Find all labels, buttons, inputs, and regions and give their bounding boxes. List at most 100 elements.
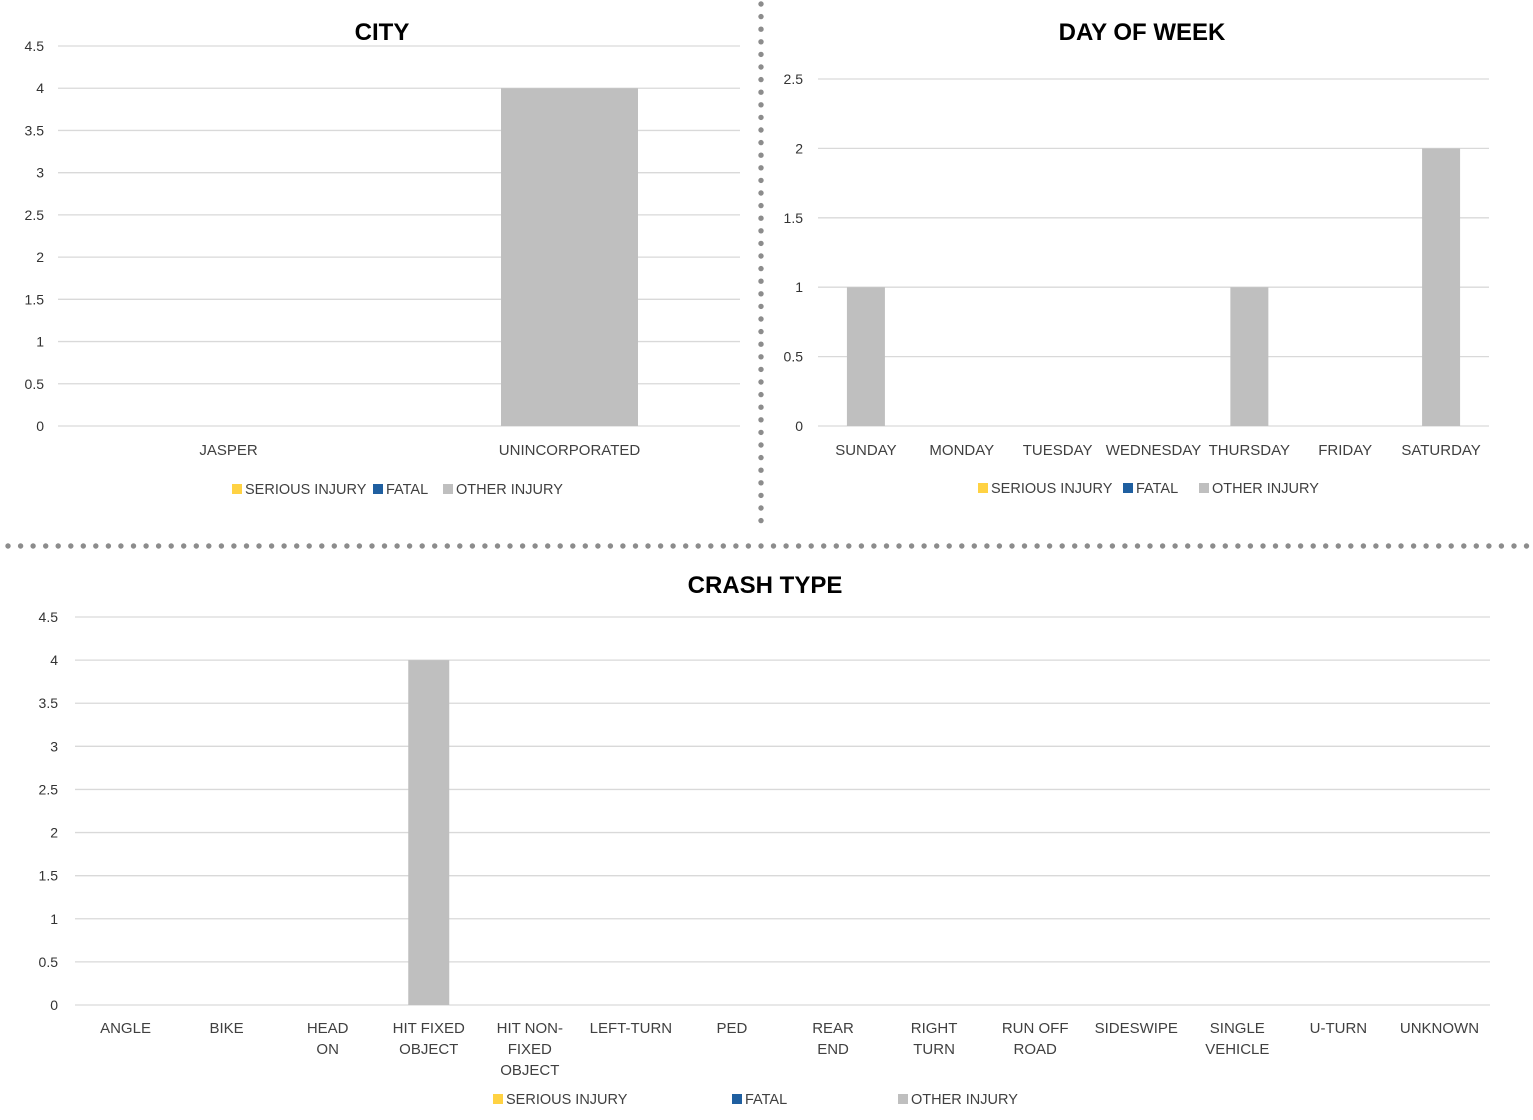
vertical-divider-dot: [758, 228, 764, 234]
legend-label: OTHER INJURY: [1212, 481, 1319, 497]
horizontal-divider-dot: [1461, 543, 1467, 549]
y-tick-label: 1: [50, 911, 58, 927]
horizontal-divider-dot: [268, 543, 275, 549]
horizontal-divider-dot: [858, 543, 865, 549]
horizontal-divider-dot: [833, 543, 839, 549]
x-category-label: UNINCORPORATED: [499, 442, 641, 459]
horizontal-divider-dot: [1197, 543, 1203, 549]
horizontal-divider-dot: [808, 543, 814, 549]
horizontal-divider-dot: [908, 543, 915, 549]
horizontal-divider-dot: [984, 543, 990, 549]
horizontal-divider-dot: [1423, 543, 1429, 549]
horizontal-divider-dot: [406, 543, 413, 549]
y-tick-label: 0.5: [25, 376, 45, 392]
horizontal-divider-dot: [1009, 543, 1015, 549]
crash-type-chart: CRASH TYPE 0 0.5 1 1.5 2 2.5 3 3.5 4 4.5 ANGLE BIKE H…: [39, 572, 1490, 1108]
horizontal-divider-dot: [821, 543, 827, 549]
horizontal-divider-dot: [683, 543, 689, 549]
horizontal-divider-dot: [1072, 543, 1078, 549]
legend-swatch: [978, 483, 988, 493]
horizontal-divider-dot: [155, 543, 162, 549]
horizontal-divider-dot: [118, 543, 124, 549]
y-tick-label: 4: [50, 652, 58, 668]
chart-title: CITY: [355, 19, 410, 46]
legend-label: SERIOUS INJURY: [506, 1092, 628, 1108]
vertical-divider-dot: [758, 429, 764, 436]
horizontal-divider-dot: [1159, 543, 1166, 549]
horizontal-divider-dot: [783, 543, 789, 549]
vertical-divider-dot: [758, 278, 764, 284]
horizontal-divider-dot: [1297, 543, 1304, 549]
y-tick-label: 3.5: [39, 695, 59, 711]
bar-other-injury: [1230, 287, 1269, 426]
chart-title: CRASH TYPE: [688, 572, 843, 599]
x-category-label: HIT FIXED OBJECT: [393, 1020, 465, 1058]
horizontal-divider-dot: [519, 543, 526, 549]
legend-swatch: [898, 1094, 908, 1104]
horizontal-divider-dot: [1134, 543, 1141, 549]
horizontal-divider-dot: [1097, 543, 1103, 549]
horizontal-divider-dot: [1210, 543, 1216, 549]
legend-label: SERIOUS INJURY: [245, 482, 367, 498]
chart-title: DAY OF WEEK: [1059, 19, 1226, 46]
horizontal-divider-dot: [356, 543, 363, 549]
horizontal-divider-dot: [469, 543, 476, 549]
horizontal-divider-dot: [55, 543, 61, 549]
horizontal-divider-dot: [193, 543, 199, 549]
horizontal-divider-dot: [68, 543, 74, 549]
horizontal-divider-dot: [1348, 543, 1354, 549]
horizontal-divider-dot: [168, 543, 174, 549]
horizontal-divider-dot: [1498, 543, 1505, 549]
horizontal-divider-dot: [745, 543, 752, 549]
x-category-label: HIT NON-FIXED OBJECT: [497, 1020, 563, 1079]
horizontal-divider-dot: [143, 543, 149, 549]
horizontal-divider-dot: [93, 543, 99, 549]
vertical-divider-dot: [758, 467, 764, 473]
x-category-label: SIDESWIPE: [1095, 1020, 1178, 1037]
horizontal-divider-dot: [1172, 543, 1178, 549]
x-category-label: PED: [717, 1020, 748, 1037]
horizontal-divider-dot: [645, 543, 651, 549]
horizontal-divider-dot: [996, 543, 1003, 549]
vertical-divider-dot: [758, 127, 764, 133]
horizontal-divider-dot: [319, 543, 325, 549]
x-category-label: BIKE: [210, 1020, 244, 1037]
horizontal-divider-dot: [708, 543, 714, 549]
horizontal-divider-dot: [720, 543, 726, 549]
vertical-divider-dot: [758, 303, 764, 310]
horizontal-divider-dot: [971, 543, 977, 549]
vertical-divider-dot: [758, 1, 764, 7]
horizontal-divider-dot: [1046, 543, 1053, 549]
legend-swatch: [232, 484, 242, 494]
horizontal-divider-dot: [1109, 543, 1116, 549]
horizontal-divider-dot: [1285, 543, 1291, 549]
legend-label: FATAL: [386, 482, 428, 498]
horizontal-divider-dot: [1222, 543, 1229, 549]
horizontal-divider-dot: [1310, 543, 1316, 549]
horizontal-divider-dot: [570, 543, 576, 549]
legend-swatch: [1199, 483, 1209, 493]
horizontal-divider-dot: [218, 543, 225, 549]
y-tick-label: 2.5: [25, 207, 45, 223]
horizontal-divider-dot: [1147, 543, 1153, 549]
y-tick-label: 2.5: [784, 71, 804, 87]
horizontal-divider-dot: [457, 543, 463, 549]
horizontal-divider-dot: [657, 543, 664, 549]
horizontal-divider-dot: [231, 543, 237, 549]
y-tick-label: 0: [795, 418, 803, 434]
bar-other-injury: [1422, 148, 1461, 426]
horizontal-divider-dot: [1448, 543, 1454, 549]
vertical-divider-dot: [758, 316, 764, 322]
horizontal-divider-dot: [1034, 543, 1040, 549]
y-tick-label: 1: [36, 334, 44, 350]
horizontal-divider-dot: [946, 543, 952, 549]
vertical-divider-dot: [758, 64, 764, 70]
horizontal-divider-dot: [1335, 543, 1342, 549]
legend-swatch: [373, 484, 383, 494]
bar-other-injury: [408, 660, 450, 1005]
horizontal-divider-dot: [1059, 543, 1065, 549]
horizontal-divider-dot: [331, 543, 337, 549]
legend-label: FATAL: [745, 1092, 787, 1108]
y-tick-label: 4.5: [25, 38, 45, 54]
